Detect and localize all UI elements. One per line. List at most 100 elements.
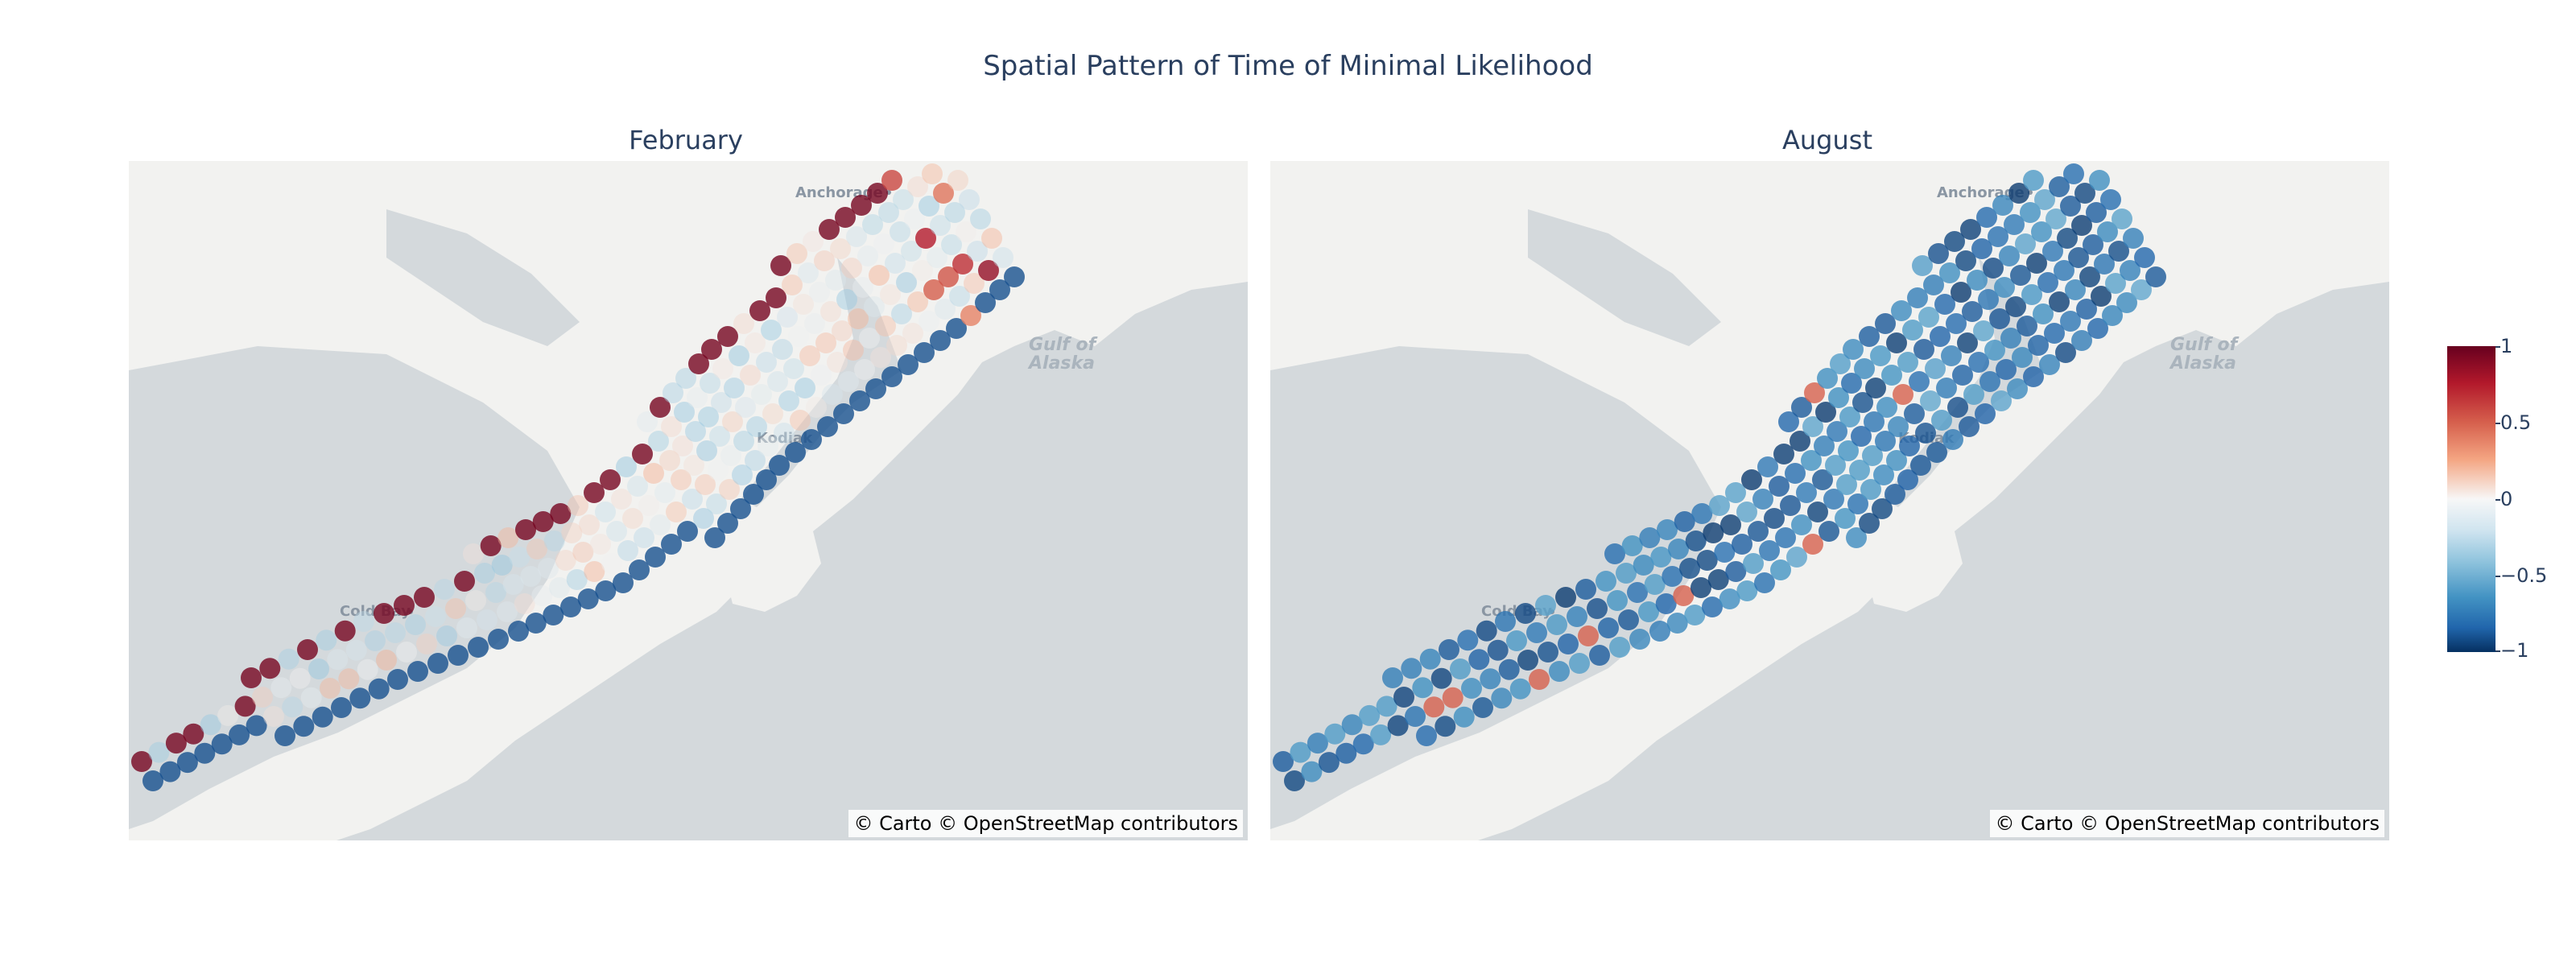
map-marker — [1491, 687, 1513, 709]
map-marker — [786, 243, 807, 264]
map-marker — [1725, 561, 1747, 582]
map-marker — [1732, 534, 1752, 555]
map-marker — [396, 642, 417, 663]
map-marker — [434, 579, 455, 600]
map-marker — [785, 442, 806, 463]
map-marker — [1902, 320, 1923, 341]
map-marker — [1662, 566, 1683, 587]
map-marker — [1555, 587, 1576, 608]
map-marker — [2060, 196, 2081, 217]
map-marker — [353, 611, 374, 632]
map-marker — [627, 476, 648, 497]
map-marker — [555, 550, 576, 571]
map-marker — [1801, 450, 1822, 471]
map-marker — [1352, 733, 1374, 755]
attribution-august[interactable]: © Carto © OpenStreetMap contributors — [1990, 810, 2384, 837]
map-marker — [712, 358, 733, 379]
map-marker — [1790, 431, 1810, 452]
map-marker — [1376, 696, 1397, 717]
map-marker — [2015, 233, 2036, 254]
map-marker — [1913, 339, 1934, 360]
map-marker — [838, 371, 859, 392]
map-marker — [1891, 300, 1912, 321]
map-marker — [497, 601, 518, 622]
map-marker — [1907, 287, 1928, 308]
map-marker — [901, 241, 922, 262]
colorbar-tickmark — [2496, 499, 2500, 501]
colorbar-tick-label: 0.5 — [2500, 411, 2532, 434]
map-marker — [1769, 476, 1790, 497]
map-marker — [749, 300, 770, 321]
map-marker — [2020, 202, 2041, 223]
map-marker — [211, 733, 233, 755]
map-marker — [1290, 741, 1311, 763]
map-marker — [843, 340, 864, 361]
land-kodiak — [724, 515, 821, 612]
map-marker — [815, 332, 836, 353]
map-marker — [825, 270, 846, 291]
map-marker — [148, 741, 170, 763]
map-marker — [1778, 411, 1799, 432]
map-marker — [989, 279, 1010, 300]
map-marker — [2057, 228, 2078, 249]
map-marker — [2112, 208, 2132, 229]
map-marker — [827, 352, 848, 373]
chart-title: Spatial Pattern of Time of Minimal Likel… — [983, 50, 1593, 82]
colorbar-tickmark — [2496, 576, 2500, 577]
map-marker — [2089, 170, 2110, 191]
map-marker — [1852, 392, 1873, 413]
map-marker — [637, 411, 658, 432]
map-marker — [719, 479, 740, 500]
map-marker — [2007, 378, 2028, 399]
map-marker — [946, 318, 967, 339]
map-marker — [1814, 436, 1835, 456]
map-marker — [1875, 313, 1896, 334]
map-marker — [809, 282, 830, 303]
map-february[interactable]: Anchorage Gulf of Alaska Kodiak Cold Bay… — [129, 161, 1248, 840]
map-marker — [1791, 514, 1812, 535]
map-marker — [1836, 474, 1857, 495]
map-marker — [832, 320, 852, 341]
map-marker — [320, 678, 341, 699]
map-marker — [938, 266, 959, 287]
map-marker — [1775, 527, 1796, 548]
map-marker — [2046, 208, 2066, 229]
map-marker — [1920, 390, 1941, 411]
map-marker — [1960, 219, 1981, 240]
map-marker — [907, 291, 928, 312]
map-august[interactable]: Anchorage Gulf of Alaska Kodiak Cold Bay… — [1270, 161, 2389, 840]
map-marker — [1802, 416, 1823, 437]
map-marker — [915, 228, 936, 249]
map-marker — [643, 463, 664, 484]
map-marker — [142, 770, 163, 791]
map-marker — [774, 423, 795, 444]
map-marker — [717, 513, 738, 534]
map-marker — [804, 313, 825, 334]
map-marker — [312, 706, 333, 728]
map-marker — [1419, 648, 1441, 670]
map-marker — [600, 469, 621, 490]
map-marker — [508, 621, 529, 642]
map-marker — [806, 397, 827, 418]
map-marker — [1942, 429, 1963, 450]
map-marker — [334, 620, 356, 642]
map-marker — [886, 335, 907, 356]
map-marker — [1307, 733, 1328, 754]
map-marker — [666, 502, 687, 522]
map-marker — [1627, 582, 1648, 603]
map-marker — [1968, 352, 1989, 373]
map-marker — [1757, 456, 1778, 477]
map-marker — [733, 313, 754, 334]
map-marker — [709, 426, 730, 447]
map-marker — [1979, 371, 2000, 392]
map-marker — [374, 603, 394, 624]
map-marker — [1875, 431, 1896, 452]
attribution-february[interactable]: © Carto © OpenStreetMap contributors — [848, 810, 1243, 837]
map-marker — [1529, 669, 1550, 690]
map-marker — [1976, 207, 1997, 228]
map-marker — [468, 637, 489, 658]
map-marker — [1736, 502, 1757, 522]
map-marker — [289, 667, 311, 689]
map-marker — [873, 233, 894, 254]
map-marker — [1947, 397, 1968, 418]
